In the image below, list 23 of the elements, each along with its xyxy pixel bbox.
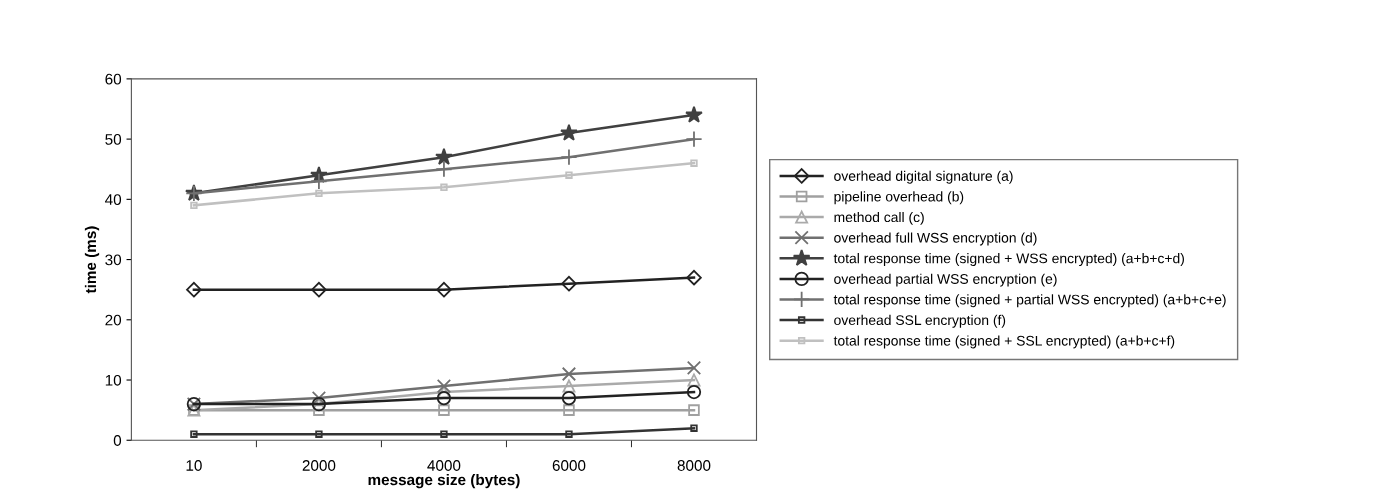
x-tick-label: 10 (186, 460, 202, 471)
x-tick-label: 4000 (427, 460, 461, 471)
y-tick-label: 60 (105, 73, 122, 85)
y-tick-label: 20 (105, 314, 122, 326)
x-tick-label: 8000 (677, 460, 711, 471)
legend-label: overhead SSL encryption (f) (834, 314, 1006, 328)
legend-label: method call (c) (834, 211, 924, 225)
y-tick-label: 10 (105, 374, 122, 386)
x-tick-label: 6000 (552, 460, 586, 471)
y-tick-label: 50 (105, 133, 122, 145)
legend-label: total response time (signed + WSS encrypted) (a+b+c+d) (833, 253, 1184, 267)
legend-label: overhead digital signature (a) (834, 170, 1013, 184)
y-tick-label: 40 (105, 194, 122, 206)
legend-label: overhead full WSS encryption (d) (834, 232, 1037, 246)
y-tick-label: 30 (105, 254, 122, 266)
y-axis-title: time (ms) (84, 226, 100, 294)
x-tick-label: 2000 (302, 460, 336, 471)
x-axis-title: message size (bytes) (368, 473, 520, 489)
legend-label: pipeline overhead (b) (834, 191, 964, 205)
legend-label: total response time (signed + partial WSS encrypted) (a+b+c+e) (833, 294, 1226, 308)
legend-label: total response time (signed + SSL encrypted) (a+b+c+f) (833, 335, 1175, 349)
legend-label: overhead partial WSS encryption (e) (834, 273, 1057, 287)
y-tick-label: 0 (113, 435, 122, 446)
